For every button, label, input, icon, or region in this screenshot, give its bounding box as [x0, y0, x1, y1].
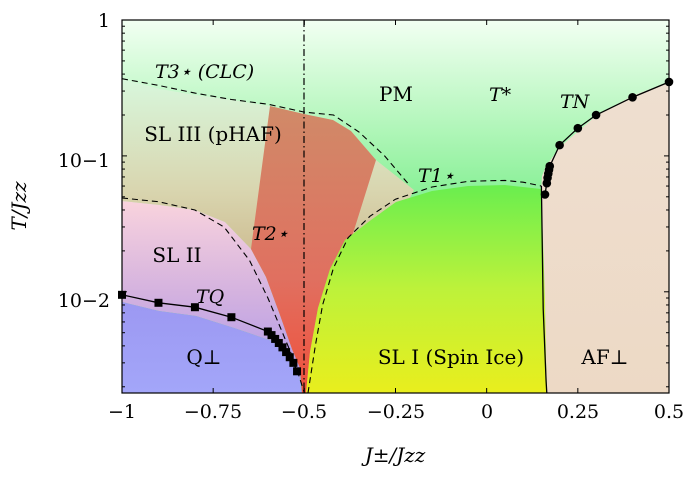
x-axis-ticks	[121, 20, 670, 393]
square-marker	[154, 298, 163, 307]
region-sl2-fill	[122, 201, 301, 385]
region-q-fill	[122, 302, 302, 393]
square-marker	[282, 348, 291, 357]
series-line-5	[307, 179, 542, 393]
region-label-af: AF⊥	[580, 345, 628, 369]
y-axis-ticks	[122, 19, 669, 388]
x-tick-label: 0.25	[557, 401, 599, 423]
square-marker	[278, 343, 287, 352]
curve-label-t2: T2⋆	[252, 223, 289, 245]
square-marker	[271, 334, 280, 343]
square-marker	[293, 367, 302, 376]
x-axis-title: J±/Jzz	[361, 443, 426, 467]
circle-marker	[545, 161, 555, 171]
x-tick-label: 0.5	[654, 401, 684, 423]
square-marker	[285, 353, 294, 362]
data-markers	[118, 77, 674, 376]
region-label-q: Q⊥	[186, 345, 221, 369]
circle-marker	[573, 123, 583, 133]
region-af-fill	[541, 82, 669, 393]
series-line-3	[122, 78, 411, 187]
x-tick-label: −0.25	[367, 401, 425, 423]
curve-label-tq: TQ	[196, 286, 224, 308]
curve-label-t3: T3⋆ (CLC)	[155, 61, 254, 83]
square-marker	[190, 303, 199, 312]
circle-marker	[540, 190, 550, 199]
x-tick-label: −0.5	[281, 401, 327, 423]
region-label-sl3: SL III (pHAF)	[144, 122, 282, 146]
region-labels: PM SL III (pHAF) SL II Q⊥ SL I (Spin Ice…	[144, 82, 628, 369]
region-label-sl1: SL I (Spin Ice)	[378, 345, 524, 369]
region-sl1-fill	[306, 185, 547, 393]
square-marker	[274, 338, 283, 347]
y-tick-label: 10−1	[58, 150, 110, 172]
square-marker	[289, 358, 298, 367]
circle-marker	[555, 140, 564, 150]
x-tick-label: −1	[108, 401, 136, 423]
y-tick-label: 1	[98, 10, 110, 32]
region-label-sl2: SL II	[152, 243, 201, 267]
curve-label-tstar: T*	[489, 84, 512, 106]
y-tick-label: 10−2	[58, 290, 110, 312]
circle-marker	[628, 92, 637, 102]
circle-marker	[591, 110, 601, 120]
x-tick-label: 0	[481, 401, 493, 423]
series-line-2	[540, 185, 548, 393]
y-axis-title: T/Jzz	[7, 181, 31, 231]
square-marker	[227, 313, 236, 322]
phase-regions	[122, 20, 669, 393]
region-label-pm: PM	[379, 82, 413, 106]
x-tick-label: −0.75	[184, 401, 242, 423]
series-line-4	[122, 197, 305, 393]
curve-label-t1: T1⋆	[418, 165, 455, 187]
region-notch-fill	[251, 106, 376, 393]
y-tick-labels: 1 10−1 10−2	[58, 10, 110, 312]
curve-labels: T3⋆ (CLC) T* TN T1⋆ T2⋆ TQ	[155, 61, 591, 308]
curve-label-tn: TN	[560, 91, 591, 113]
x-tick-labels: −1 −0.75 −0.5 −0.25 0 0.25 0.5	[108, 401, 684, 423]
